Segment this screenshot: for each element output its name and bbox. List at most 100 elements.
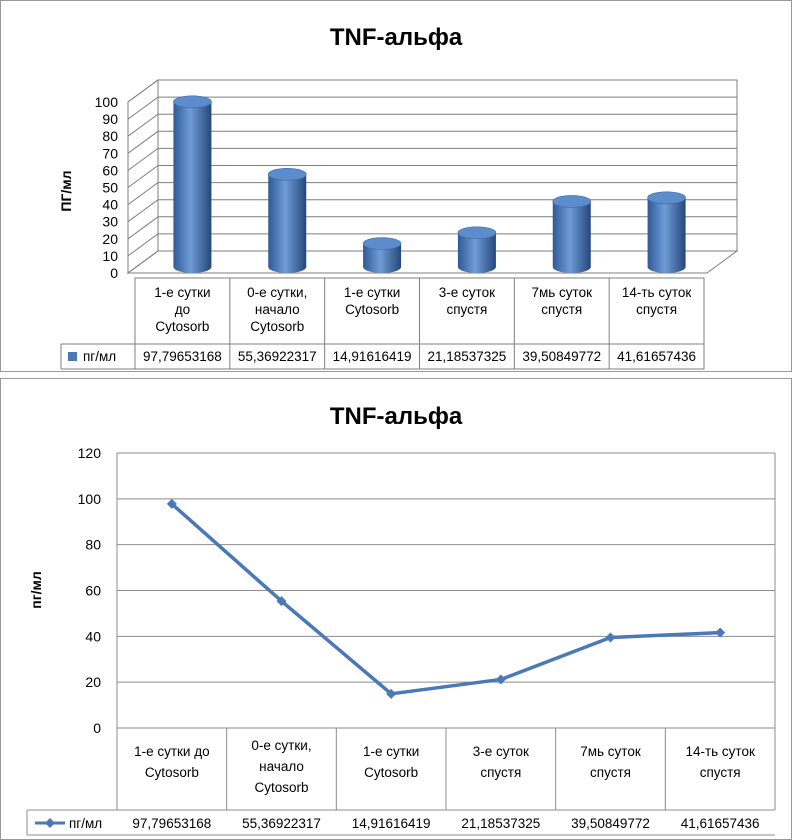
data-label: 55,36922317 bbox=[238, 349, 317, 364]
gridline bbox=[127, 113, 737, 137]
gridline bbox=[127, 96, 737, 120]
data-label: 39,50849772 bbox=[522, 349, 601, 364]
y-tick-label: 0 bbox=[110, 265, 118, 281]
y-tick-label: 80 bbox=[85, 537, 101, 553]
bar-top bbox=[457, 226, 497, 240]
x-category-label: начало bbox=[255, 302, 300, 317]
bar-cylinder bbox=[552, 201, 591, 273]
bar-top bbox=[552, 195, 592, 208]
x-category-label: Cytosorb bbox=[345, 302, 399, 317]
gridline bbox=[127, 250, 737, 274]
gridline bbox=[127, 182, 737, 206]
x-category-label: 1-е сутки до bbox=[134, 744, 210, 759]
x-category-label: спустя bbox=[636, 302, 677, 317]
data-label: 14,91616419 bbox=[352, 816, 431, 831]
data-point-marker bbox=[495, 674, 506, 685]
legend-marker bbox=[45, 818, 55, 828]
x-category-label: спустя bbox=[446, 302, 487, 317]
x-category-label: спустя bbox=[700, 765, 741, 780]
y-axis-label: пг/мл bbox=[28, 571, 44, 608]
y-tick-label: 70 bbox=[102, 145, 118, 161]
x-category-label: 7мь суток bbox=[580, 744, 641, 759]
y-tick-label: 60 bbox=[85, 583, 101, 599]
x-category-label: спустя bbox=[590, 765, 631, 780]
x-category-label: 0-е сутки, bbox=[247, 285, 307, 300]
data-label: 41,61657436 bbox=[681, 816, 760, 831]
x-category-label: 1-е сутки bbox=[344, 285, 400, 300]
y-tick-label: 20 bbox=[102, 231, 118, 247]
y-tick-label: 100 bbox=[78, 491, 102, 507]
bar-top bbox=[267, 168, 307, 181]
y-axis-label: ПГ/мл bbox=[58, 170, 74, 211]
bar-top bbox=[173, 95, 212, 109]
data-label: 21,18537325 bbox=[427, 349, 506, 364]
data-point-marker bbox=[605, 632, 616, 643]
x-category-label: Cytosorb bbox=[254, 780, 308, 795]
gridline bbox=[127, 199, 737, 223]
y-tick-label: 30 bbox=[102, 214, 118, 230]
x-category-label: 7мь суток bbox=[531, 285, 592, 300]
y-tick-label: 40 bbox=[85, 628, 101, 644]
x-category-label: Cytosorb bbox=[364, 765, 418, 780]
gridline bbox=[127, 165, 737, 188]
data-label: 14,91616419 bbox=[333, 349, 412, 364]
data-point-marker bbox=[166, 498, 177, 509]
data-point-marker bbox=[715, 627, 726, 638]
y-tick-label: 60 bbox=[102, 162, 118, 178]
x-category-label: начало bbox=[259, 759, 304, 774]
x-category-label: до bbox=[175, 302, 190, 317]
legend-swatch bbox=[68, 352, 77, 361]
x-category-label: Cytosorb bbox=[155, 319, 209, 334]
y-tick-label: 100 bbox=[95, 94, 119, 110]
chart-title: TNF-альфа bbox=[330, 24, 463, 51]
x-category-label: спустя bbox=[480, 765, 521, 780]
y-tick-label: 120 bbox=[78, 445, 102, 461]
y-tick-label: 10 bbox=[102, 248, 118, 264]
bar-top bbox=[647, 191, 686, 205]
x-category-label: 3-е суток bbox=[439, 285, 495, 300]
x-category-label: 3-е суток bbox=[473, 744, 529, 759]
y-tick-label: 20 bbox=[85, 674, 101, 690]
data-label: 41,61657436 bbox=[617, 349, 696, 364]
line-chart: TNF-альфа 0 20 40 60 80 100 120 пг/мл 1-е сутки д… bbox=[26, 403, 776, 836]
series-line bbox=[170, 502, 721, 696]
y-tick-label: 50 bbox=[102, 180, 118, 196]
data-label: 97,79653168 bbox=[132, 816, 211, 831]
x-category-label: спустя bbox=[541, 302, 582, 317]
legend-entry: пг/мл bbox=[69, 816, 102, 831]
legend-entry: пг/мл bbox=[83, 349, 116, 364]
data-label: 55,36922317 bbox=[242, 816, 321, 831]
y-tick-label: 80 bbox=[102, 128, 118, 144]
gridline bbox=[127, 79, 737, 103]
y-tick-label: 40 bbox=[102, 197, 118, 213]
x-category-label: Cytosorb bbox=[145, 765, 199, 780]
bar-top bbox=[362, 237, 402, 250]
x-category-label: Cytosorb bbox=[250, 319, 304, 334]
bar-cylinder bbox=[647, 197, 686, 273]
x-category-label: 1-е сутки bbox=[363, 744, 419, 759]
x-category-label: 0-е сутки, bbox=[251, 738, 311, 753]
data-label: 97,79653168 bbox=[143, 349, 222, 364]
y-tick-label: 90 bbox=[102, 111, 118, 127]
y-tick-label: 0 bbox=[93, 720, 101, 736]
bar-cylinder bbox=[268, 174, 307, 273]
gridline bbox=[127, 216, 737, 240]
chart-title: TNF-альфа bbox=[330, 403, 463, 430]
bar-cylinder bbox=[457, 232, 496, 273]
bar-cylinder bbox=[363, 243, 402, 273]
line-chart-panel: TNF-альфа 0 20 40 60 80 100 120 пг/мл 1-е сутки д… bbox=[0, 378, 792, 840]
x-category-label: 14-ть суток bbox=[685, 744, 755, 759]
gridline bbox=[127, 233, 737, 257]
data-point-marker bbox=[386, 688, 397, 699]
x-category-label: 14-ть суток bbox=[622, 285, 692, 300]
data-label: 39,50849772 bbox=[571, 816, 650, 831]
gridline bbox=[127, 130, 737, 154]
x-category-label: 1-е сутки bbox=[154, 285, 210, 300]
bar-chart-panel: TNF-альфа 0 10 20 30 40 50 60 70 80 90 100 ПГ/мл 1-е … bbox=[0, 0, 792, 372]
bar-cylinder bbox=[173, 101, 212, 273]
gridline bbox=[127, 147, 737, 171]
floor bbox=[126, 250, 739, 274]
data-point-marker bbox=[276, 596, 287, 607]
data-label: 21,18537325 bbox=[461, 816, 540, 831]
